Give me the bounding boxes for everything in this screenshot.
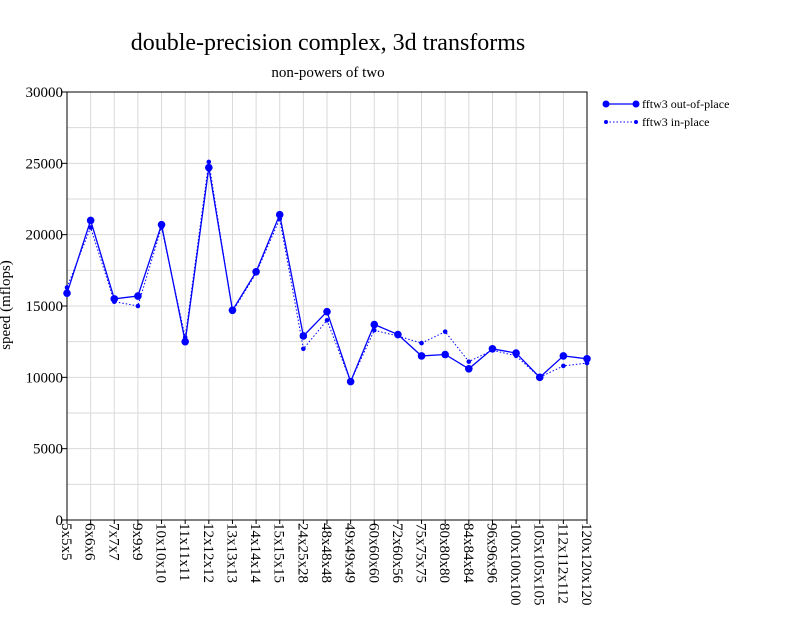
x-tick-label: 12x12x12 bbox=[200, 523, 216, 583]
legend-entry-1: fftw3 out-of-place bbox=[642, 97, 729, 111]
legend-entry-2: fftw3 in-place bbox=[642, 115, 709, 129]
data-point-series-2 bbox=[561, 363, 566, 369]
x-tick-label: 96x96x96 bbox=[483, 523, 499, 584]
data-point-series-2 bbox=[490, 347, 495, 353]
y-tick-label: 30000 bbox=[26, 85, 64, 101]
x-tick-label: 15x15x15 bbox=[271, 523, 287, 583]
series-layer bbox=[63, 159, 591, 386]
data-point-series-1 bbox=[441, 350, 449, 359]
x-tick-label: 5x5x5 bbox=[58, 523, 74, 561]
data-point-series-2 bbox=[348, 379, 353, 384]
x-tick-label: 105x105x105 bbox=[531, 523, 547, 606]
x-tick-label: 84x84x84 bbox=[460, 523, 476, 584]
data-point-series-2 bbox=[584, 360, 590, 366]
y-tick-label: 0 bbox=[56, 513, 64, 529]
data-point-series-1 bbox=[299, 332, 308, 340]
x-tick-label: 9x9x9 bbox=[129, 523, 145, 561]
data-point-series-2 bbox=[277, 216, 283, 222]
x-tick-label: 60x60x60 bbox=[365, 523, 381, 583]
data-point-series-2 bbox=[442, 329, 448, 334]
x-tick-label: 13x13x13 bbox=[223, 523, 239, 583]
data-point-series-1 bbox=[370, 320, 379, 329]
x-tick-label: 10x10x10 bbox=[153, 523, 169, 583]
legend-marker-2 bbox=[604, 120, 608, 124]
legend-marker-1 bbox=[632, 100, 640, 108]
x-tick-label: 120x120x120 bbox=[578, 523, 594, 606]
data-point-series-1 bbox=[86, 216, 95, 225]
data-point-series-2 bbox=[159, 225, 164, 230]
y-tick-label: 20000 bbox=[26, 228, 64, 244]
data-point-series-2 bbox=[466, 359, 472, 364]
chart-subtitle: non-powers of two bbox=[271, 65, 384, 81]
data-point-series-2 bbox=[206, 159, 212, 165]
x-tick-label: 11x11x11 bbox=[176, 523, 192, 581]
data-point-series-2 bbox=[135, 303, 141, 309]
y-tick-label: 10000 bbox=[26, 370, 64, 386]
legend-marker-2 bbox=[634, 120, 638, 124]
y-tick-label: 25000 bbox=[26, 156, 64, 172]
data-point-series-2 bbox=[230, 309, 235, 315]
data-point-series-2 bbox=[513, 353, 519, 359]
x-tick-label: 24x25x28 bbox=[294, 523, 310, 583]
chart-title: double-precision complex, 3d transforms bbox=[131, 30, 526, 56]
data-point-series-1 bbox=[275, 210, 284, 219]
x-tick-label: 6x6x6 bbox=[82, 523, 98, 561]
data-point-series-1 bbox=[583, 354, 591, 363]
x-tick-label: 72x60x56 bbox=[389, 523, 405, 584]
data-point-series-2 bbox=[537, 375, 543, 380]
data-point-series-2 bbox=[324, 317, 330, 323]
data-point-series-2 bbox=[88, 225, 93, 230]
x-tick-label: 80x80x80 bbox=[436, 523, 452, 583]
data-point-series-2 bbox=[253, 270, 259, 276]
y-axis-label: speed (mflops) bbox=[0, 260, 14, 350]
data-point-series-1 bbox=[205, 163, 213, 172]
data-point-series-2 bbox=[419, 340, 424, 346]
data-point-series-1 bbox=[559, 352, 568, 360]
x-tick-label: 14x14x14 bbox=[247, 523, 263, 584]
legend-marker-1 bbox=[602, 100, 610, 108]
x-tick-label: 112x112x112 bbox=[554, 523, 570, 604]
y-tick-label: 5000 bbox=[33, 442, 63, 458]
axes: 0 5000 10000 15000 20000 25000 30000 5x5x5 6x6x6… bbox=[26, 85, 595, 606]
x-tick-label: 75x75x75 bbox=[413, 523, 429, 583]
legend: fftw3 out-of-place fftw3 in-place bbox=[602, 97, 729, 129]
data-point-series-1 bbox=[465, 364, 473, 373]
data-point-series-2 bbox=[182, 335, 188, 340]
x-tick-label: 7x7x7 bbox=[105, 523, 121, 561]
y-tick-label: 15000 bbox=[26, 299, 64, 315]
data-point-series-2 bbox=[395, 333, 401, 339]
data-point-series-2 bbox=[111, 299, 117, 305]
data-point-series-1 bbox=[63, 289, 71, 297]
data-point-series-1 bbox=[417, 352, 426, 360]
data-point-series-1 bbox=[323, 307, 331, 316]
data-point-series-1 bbox=[181, 337, 189, 346]
data-point-series-2 bbox=[301, 346, 306, 352]
data-point-series-1 bbox=[134, 292, 142, 300]
x-tick-label: 48x48x48 bbox=[318, 523, 334, 583]
x-tick-label: 100x100x100 bbox=[507, 523, 523, 606]
data-point-series-2 bbox=[371, 327, 377, 333]
x-tick-label: 49x49x49 bbox=[342, 523, 358, 583]
data-point-series-2 bbox=[64, 285, 70, 290]
grid bbox=[66, 91, 588, 521]
